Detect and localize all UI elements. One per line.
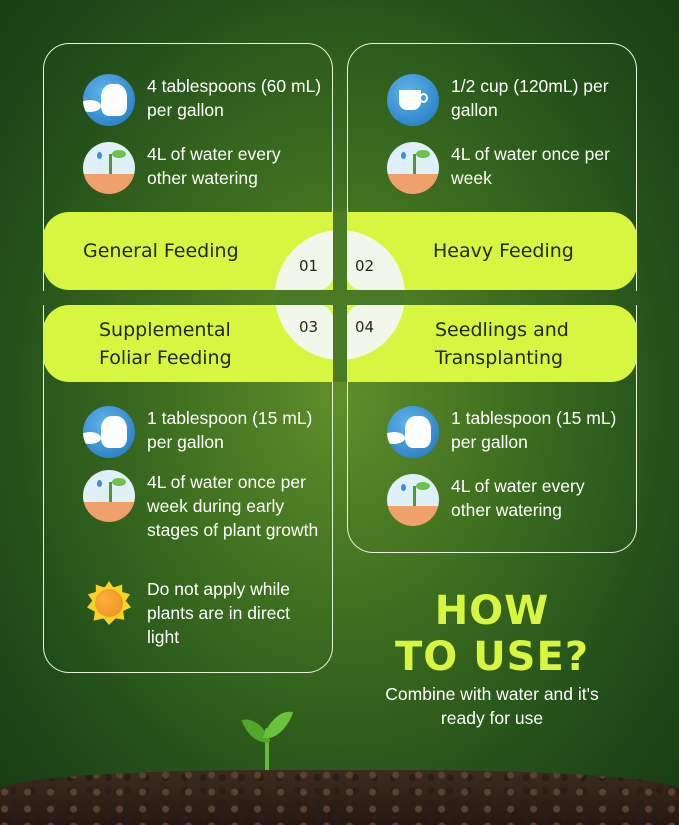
item-text: 4 tablespoons (60 mL) per gallon [147,76,322,120]
list-item: 4L of water once per week [387,142,627,194]
sun-icon [83,577,135,629]
cup-icon [387,74,439,126]
divider-horizontal [275,290,405,305]
card-heavy-feeding [347,43,637,291]
item-text: Do not apply while plants are in direct … [147,579,290,647]
section-title: Supplemental Foliar Feeding [99,318,232,369]
spoon-hand-icon [387,406,439,458]
list-item: 1 tablespoon (15 mL) per gallon [83,406,323,458]
howto-line2: TO USE? [394,634,590,680]
list-item: 4 tablespoons (60 mL) per gallon [83,74,323,126]
watering-plants-icon [83,470,135,522]
section-header-04: Seedlings and Transplanting [347,305,637,382]
section-number: 01 [299,257,319,275]
item-text: 4L of water every other watering [451,476,585,520]
soil-illustration [0,770,679,825]
item-text: 4L of water once per week during early s… [147,472,319,540]
item-text: 4L of water every other watering [147,144,281,188]
section-title: Seedlings and Transplanting [435,318,569,369]
spoon-hand-icon [83,74,135,126]
item-text: 1/2 cup (120mL) per gallon [451,76,609,120]
howto-line1: HOW [434,588,550,634]
list-item: Do not apply while plants are in direct … [83,577,323,649]
list-item: 4L of water every other watering [387,474,627,526]
card-seedlings-transplanting [347,305,637,553]
section-header-03: Supplemental Foliar Feeding [43,305,333,382]
item-text: 4L of water once per week [451,144,610,188]
section-number: 04 [355,318,375,336]
sprout-illustration [241,705,294,800]
section-title: Heavy Feeding [433,240,574,262]
card-supplemental-foliar-feeding [43,305,333,673]
list-item: 1/2 cup (120mL) per gallon [387,74,627,126]
list-item: 4L of water every other watering [83,142,323,194]
item-text: 1 tablespoon (15 mL) per gallon [451,408,617,452]
section-title: General Feeding [83,240,239,262]
card-general-feeding [43,43,333,291]
section-number: 03 [299,318,319,336]
section-number: 02 [355,257,375,275]
section-header-02: Heavy Feeding [347,212,637,290]
watering-plants-icon [387,142,439,194]
list-item: 4L of water once per week during early s… [83,470,323,542]
howto-title: HOW TO USE? [347,588,637,680]
spoon-hand-icon [83,406,135,458]
list-item: 1 tablespoon (15 mL) per gallon [387,406,627,458]
section-header-01: General Feeding [43,212,333,290]
watering-plants-icon [387,474,439,526]
howto-subtitle: Combine with water and it's ready for us… [385,684,599,728]
watering-plants-icon [83,142,135,194]
item-text: 1 tablespoon (15 mL) per gallon [147,408,313,452]
